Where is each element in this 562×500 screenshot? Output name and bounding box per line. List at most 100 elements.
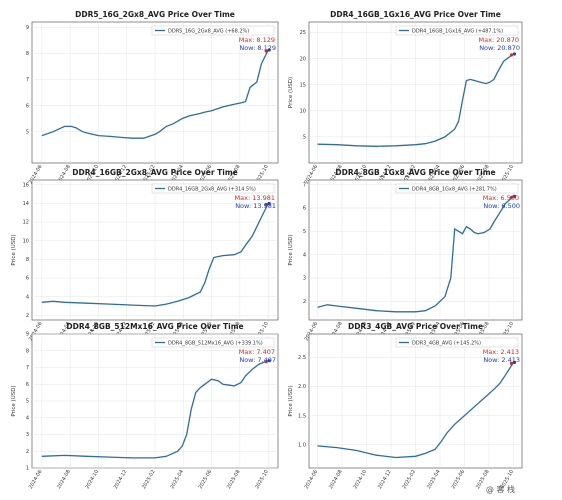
chart-panels: 9 8 7 6 5 2024-06 2024-08 2024-10 2024-12 2025-02… [11,10,523,490]
max-annotation: Max: 6.500 [483,194,519,202]
y-tick-label: 9 [26,332,29,338]
legend-box [151,183,275,194]
y-tick-label: 4 [26,294,29,300]
max-annotation: Max: 20.870 [479,36,519,44]
y-tick-label: 5 [303,135,306,141]
legend-entry: DDR4_8GB_512Mx16_AVG (+339.1%) [168,340,263,346]
y-tick-label: 1.0 [298,442,306,448]
chart-title: DDR4_8GB_512Mx16_AVG Price Over Time [66,322,243,331]
series-line [317,195,514,313]
x-tick-label: 2025-02 [141,469,157,490]
chart-title: DDR5_16G_2Gx8_AVG Price Over Time [75,10,235,19]
legend-box [151,337,275,348]
legend-box [395,183,519,194]
x-tick-label: 2024-08 [56,469,72,490]
now-marker [512,52,517,56]
max-annotation: Max: 8.129 [239,36,275,44]
y-tick-label: 8 [26,257,29,263]
chart-title: DDR4_16GB_1Gx16_AVG Price Over Time [330,10,501,19]
x-tick-label: 2024-06 [28,469,44,490]
y-axis-label: Price (USD) [11,385,17,416]
now-annotation: Now: 7.407 [239,356,276,364]
legend-entry: DDR4_8GB_1Gx8_AVG (+281.7%) [412,186,497,192]
legend-entry: DDR4_16GB_2Gx8_AVG (+314.5%) [168,186,256,192]
y-tick-label: 2 [303,299,306,305]
y-tick-label: 6 [303,206,306,212]
now-annotation: Now: 6.500 [483,202,520,210]
y-tick-label: 1 [26,466,29,472]
series-line [317,53,514,147]
y-tick-label: 1.5 [298,413,306,419]
y-tick-label: 2.5 [298,355,306,361]
y-tick-label: 16 [23,182,29,188]
y-tick-label: 12 [23,220,29,226]
y-tick-label: 10 [23,238,29,244]
x-tick-label: 2024-10 [85,469,101,490]
series-line [41,360,269,459]
y-tick-label: 10 [300,108,306,114]
x-tick-label: 2025-06 [198,469,214,490]
y-tick-label: 5 [303,229,306,235]
y-tick-label: 2 [26,449,29,455]
x-tick-label: 2024-12 [113,469,129,490]
legend-box [395,25,519,36]
x-tick-label: 2025-08 [226,469,242,490]
now-marker [267,359,271,363]
now-marker [267,48,271,52]
y-axis-label: Price (USD) [288,234,294,265]
y-tick-label: 8 [26,348,29,354]
y-tick-label: 15 [300,82,306,88]
series-line [317,362,515,459]
y-tick-label: 7 [26,77,29,83]
legend-entry: DDR4_16GB_1Gx16_AVG (+487.1%) [412,28,503,34]
y-tick-label: 6 [26,276,29,282]
now-annotation: Now: 2.413 [483,356,520,364]
max-annotation: Max: 2.413 [483,348,519,356]
series-line [41,49,269,139]
y-tick-label: 4 [26,415,29,421]
y-tick-label: 5 [26,399,29,405]
x-tick-label: 2025-02 [402,469,418,490]
x-tick-label: 2024-08 [328,469,344,490]
y-tick-label: 20 [300,56,306,62]
now-marker [267,201,271,206]
y-tick-label: 6 [26,382,29,388]
x-tick-label: 2024-12 [377,469,393,490]
series-line [41,203,269,307]
y-tick-label: 3 [303,276,306,282]
now-annotation: Now: 20.870 [479,44,520,52]
now-annotation: Now: 8.129 [239,44,276,52]
y-tick-label: 7 [303,182,306,188]
x-tick-label: 2024-10 [353,469,369,490]
y-tick-label: 25 [300,30,306,36]
y-tick-label: 4 [303,252,306,258]
chart-title: DDR3_4GB_AVG Price Over Time [348,322,483,331]
now-annotation: Now: 13.981 [235,202,276,210]
max-marker [264,360,268,364]
chart-panel-6: 2.5 2.0 1.5 1.0 2024-06 2024-08 2024-10 2024-12… [288,322,523,490]
x-tick-label: 2024-06 [304,469,320,490]
x-tick-label: 2025-04 [426,469,442,490]
y-tick-label: 8 [26,51,29,57]
y-tick-label: 9 [26,25,29,31]
chart-title: DDR4_8GB_1Gx8_AVG Price Over Time [335,168,495,177]
y-tick-label: 6 [26,103,29,109]
y-tick-label: 14 [23,201,29,207]
legend-box [151,25,275,36]
y-tick-label: 3 [26,432,29,438]
x-tick-label: 2025-04 [169,469,185,490]
now-marker [512,360,517,364]
max-marker [509,195,514,199]
legend-box [395,337,519,348]
y-axis-label: Price (USD) [11,234,17,265]
y-axis-label: Price (USD) [288,77,294,108]
legend-entry: DDR3_4GB_AVG (+145.2%) [412,340,481,346]
max-annotation: Max: 13.981 [235,194,275,202]
max-marker [264,49,268,53]
y-tick-label: 2.0 [298,384,306,390]
